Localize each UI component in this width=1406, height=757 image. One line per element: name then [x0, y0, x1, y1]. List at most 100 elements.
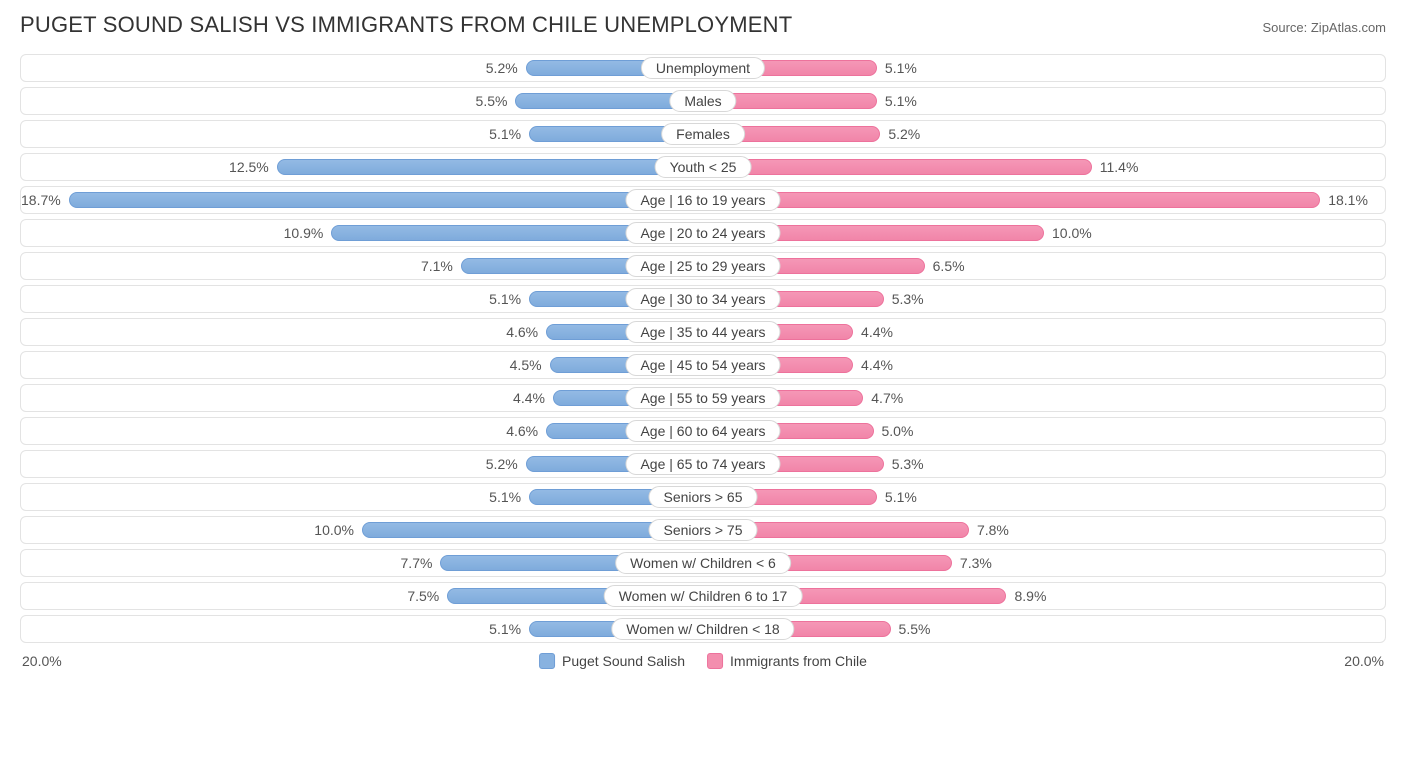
header: PUGET SOUND SALISH VS IMMIGRANTS FROM CH…: [20, 12, 1386, 38]
right-half: 5.0%: [703, 418, 1385, 444]
left-half: 4.4%: [21, 385, 703, 411]
left-half: 7.5%: [21, 583, 703, 609]
category-label: Women w/ Children < 18: [611, 618, 794, 640]
left-half: 5.1%: [21, 286, 703, 312]
left-half: 10.9%: [21, 220, 703, 246]
right-value: 6.5%: [933, 258, 965, 274]
chart-row: 12.5%11.4%Youth < 25: [20, 153, 1386, 181]
right-value: 7.8%: [977, 522, 1009, 538]
right-bar: [703, 159, 1092, 175]
right-value: 5.3%: [892, 456, 924, 472]
left-value: 7.7%: [401, 555, 433, 571]
category-label: Seniors > 75: [649, 519, 758, 541]
category-label: Unemployment: [641, 57, 765, 79]
legend-swatch-left: [539, 653, 555, 669]
left-value: 4.4%: [513, 390, 545, 406]
left-half: 5.5%: [21, 88, 703, 114]
chart-row: 4.6%4.4%Age | 35 to 44 years: [20, 318, 1386, 346]
category-label: Age | 55 to 59 years: [625, 387, 780, 409]
right-value: 5.1%: [885, 489, 917, 505]
category-label: Females: [661, 123, 745, 145]
right-half: 5.1%: [703, 484, 1385, 510]
right-value: 7.3%: [960, 555, 992, 571]
right-value: 5.3%: [892, 291, 924, 307]
chart-row: 5.2% 5.1%Unemployment: [20, 54, 1386, 82]
category-label: Age | 25 to 29 years: [625, 255, 780, 277]
category-label: Age | 60 to 64 years: [625, 420, 780, 442]
right-half: 4.4%: [703, 319, 1385, 345]
chart-row: 4.5%4.4%Age | 45 to 54 years: [20, 351, 1386, 379]
category-label: Seniors > 65: [649, 486, 758, 508]
legend-item-left: Puget Sound Salish: [539, 653, 685, 669]
left-half: 4.6%: [21, 319, 703, 345]
category-label: Age | 20 to 24 years: [625, 222, 780, 244]
left-value: 10.9%: [284, 225, 324, 241]
diverging-bar-chart: 5.2%5.1%Unemployment5.5%5.1%Males5.1%5.2…: [20, 54, 1386, 643]
left-value: 5.5%: [476, 93, 508, 109]
chart-row: 7.5%8.9%Women w/ Children 6 to 17: [20, 582, 1386, 610]
chart-row: 5.5%5.1%Males: [20, 87, 1386, 115]
chart-row: 5.1% 5.1% Seniors > 65: [20, 483, 1386, 511]
chart-row: 4.6% 5.0% Age | 60 to 64 years: [20, 417, 1386, 445]
chart-row: 5.1% 5.5%Women w/ Children < 18: [20, 615, 1386, 643]
right-half: 5.2%: [703, 121, 1385, 147]
chart-row: 10.9% 10.0%Age | 20 to 24 years: [20, 219, 1386, 247]
axis-max-left: 20.0%: [22, 653, 62, 669]
right-half: 5.1%: [703, 55, 1385, 81]
chart-row: 18.7% 18.1%Age | 16 to 19 years: [20, 186, 1386, 214]
right-half: 6.5%: [703, 253, 1385, 279]
left-value: 5.2%: [486, 456, 518, 472]
left-value: 5.1%: [489, 126, 521, 142]
left-half: 5.2%: [21, 55, 703, 81]
right-half: 18.1%: [703, 187, 1385, 213]
category-label: Women w/ Children < 6: [615, 552, 791, 574]
chart-row: 5.1%5.3%Age | 30 to 34 years: [20, 285, 1386, 313]
chart-row: 10.0% 7.8% Seniors > 75: [20, 516, 1386, 544]
left-half: 5.2%: [21, 451, 703, 477]
chart-title: PUGET SOUND SALISH VS IMMIGRANTS FROM CH…: [20, 12, 792, 38]
left-value: 5.1%: [489, 291, 521, 307]
right-half: 5.3%: [703, 286, 1385, 312]
left-value: 5.1%: [489, 621, 521, 637]
right-half: 8.9%: [703, 583, 1385, 609]
chart-row: 5.2% 5.3% Age | 65 to 74 years: [20, 450, 1386, 478]
left-value: 18.7%: [21, 192, 61, 208]
left-half: 5.1%: [21, 121, 703, 147]
legend-label-right: Immigrants from Chile: [730, 653, 867, 669]
right-half: 4.7%: [703, 385, 1385, 411]
right-half: 4.4%: [703, 352, 1385, 378]
chart-footer: 20.0% Puget Sound Salish Immigrants from…: [20, 649, 1386, 673]
category-label: Age | 16 to 19 years: [625, 189, 780, 211]
left-value: 4.6%: [506, 423, 538, 439]
right-value: 4.4%: [861, 357, 893, 373]
source-attribution: Source: ZipAtlas.com: [1262, 20, 1386, 35]
left-half: 7.1%: [21, 253, 703, 279]
right-value: 4.7%: [871, 390, 903, 406]
right-value: 5.1%: [885, 93, 917, 109]
left-value: 12.5%: [229, 159, 269, 175]
left-half: 7.7%: [21, 550, 703, 576]
right-value: 5.0%: [882, 423, 914, 439]
right-half: 10.0%: [703, 220, 1385, 246]
right-half: 11.4%: [703, 154, 1385, 180]
right-bar: [703, 192, 1320, 208]
category-label: Age | 65 to 74 years: [625, 453, 780, 475]
chart-row: 4.4% 4.7% Age | 55 to 59 years: [20, 384, 1386, 412]
left-half: 5.1%: [21, 616, 703, 642]
axis-max-right: 20.0%: [1344, 653, 1384, 669]
category-label: Women w/ Children 6 to 17: [604, 585, 803, 607]
left-value: 5.2%: [486, 60, 518, 76]
right-half: 5.3%: [703, 451, 1385, 477]
legend-item-right: Immigrants from Chile: [707, 653, 867, 669]
right-value: 5.2%: [888, 126, 920, 142]
left-half: 12.5%: [21, 154, 703, 180]
left-value: 7.1%: [421, 258, 453, 274]
left-value: 5.1%: [489, 489, 521, 505]
left-half: 10.0%: [21, 517, 703, 543]
left-half: 18.7%: [21, 187, 703, 213]
legend-swatch-right: [707, 653, 723, 669]
chart-row: 7.7% 7.3% Women w/ Children < 6: [20, 549, 1386, 577]
right-half: 5.5%: [703, 616, 1385, 642]
left-value: 4.6%: [506, 324, 538, 340]
right-half: 7.8%: [703, 517, 1385, 543]
